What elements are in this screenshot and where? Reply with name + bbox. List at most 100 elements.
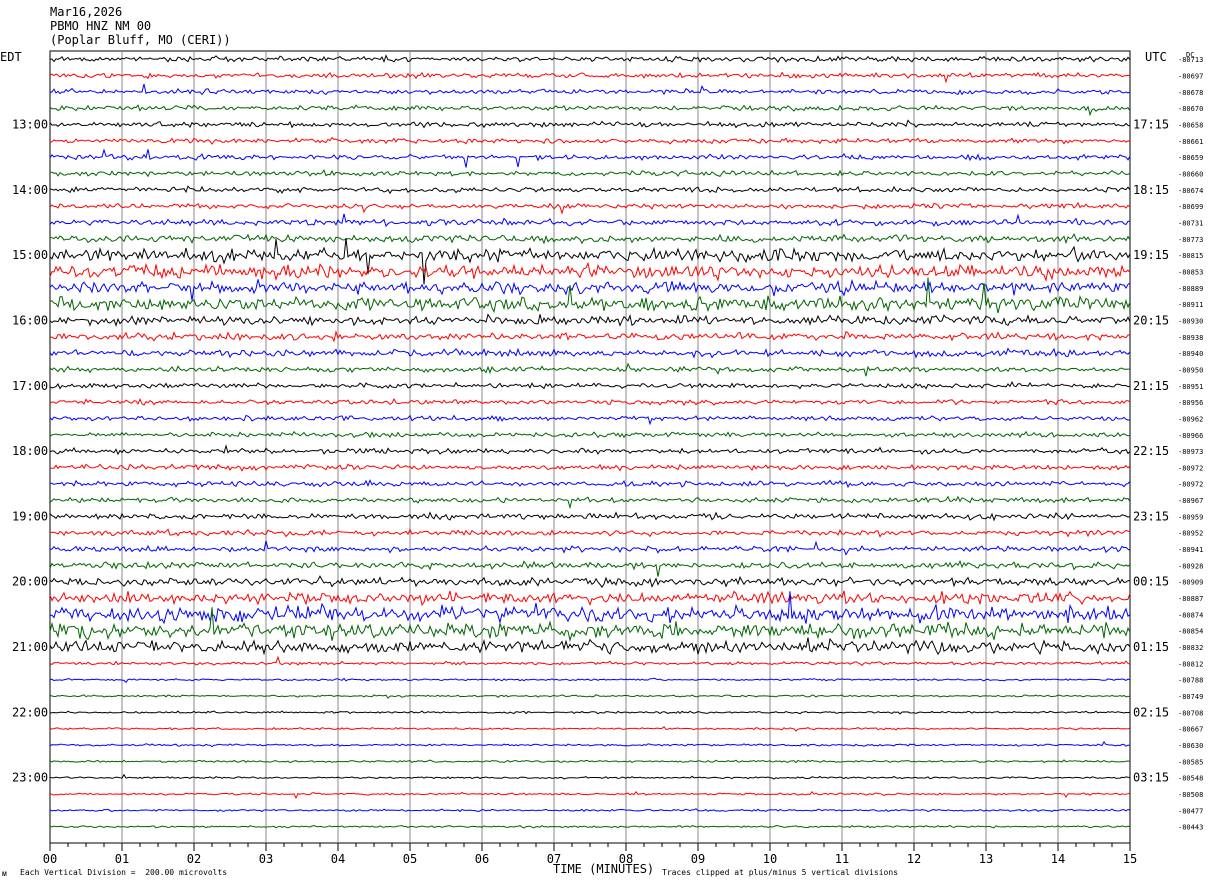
seismic-trace xyxy=(49,591,1131,625)
dc-offset-label: -80812 xyxy=(1178,660,1203,668)
right-timezone-label: UTC xyxy=(1145,50,1167,64)
seismic-trace xyxy=(49,495,1131,510)
utc-hour-label: 18:15 xyxy=(1133,183,1169,197)
dc-offset-label: -80508 xyxy=(1178,791,1203,799)
dc-offset-label: -80661 xyxy=(1178,138,1203,146)
dc-offset-label: -80697 xyxy=(1178,72,1203,80)
utc-hour-label: 03:15 xyxy=(1133,771,1169,785)
seismic-trace xyxy=(49,677,1131,684)
seismic-trace xyxy=(49,136,1131,145)
edt-hour-label: 18:00 xyxy=(12,444,48,458)
left-timezone-label: EDT xyxy=(0,50,22,64)
dc-offset-label: -80887 xyxy=(1178,595,1203,603)
utc-hour-label: 17:15 xyxy=(1133,117,1169,131)
dc-offset-label: -80874 xyxy=(1178,611,1203,619)
seismic-trace xyxy=(49,397,1131,406)
dc-offset-label: -80940 xyxy=(1178,350,1203,358)
seismic-trace xyxy=(49,528,1131,538)
utc-hour-label: 02:15 xyxy=(1133,705,1169,719)
dc-offset-label: -80928 xyxy=(1178,562,1203,570)
dc-offset-label: -80950 xyxy=(1178,366,1203,374)
dc-offset-label: -80941 xyxy=(1178,546,1203,554)
edt-hour-label: 19:00 xyxy=(12,509,48,523)
seismic-trace xyxy=(49,694,1130,699)
dc-offset-label: -80708 xyxy=(1178,709,1203,717)
dc-offset-label: -80815 xyxy=(1178,252,1203,260)
x-tick-label: 08 xyxy=(619,852,633,866)
dc-offset-label: -80788 xyxy=(1178,677,1203,685)
x-tick-label: 07 xyxy=(547,852,561,866)
seismic-trace xyxy=(50,185,1131,195)
edt-hour-label: 21:00 xyxy=(12,640,48,654)
dc-offset-label: -80699 xyxy=(1178,203,1203,211)
dc-offset-label: -80670 xyxy=(1178,105,1203,113)
x-tick-label: 09 xyxy=(691,852,705,866)
x-tick-label: 12 xyxy=(907,852,921,866)
seismic-trace xyxy=(49,213,1130,227)
seismic-trace xyxy=(49,725,1131,732)
x-tick-label: 11 xyxy=(835,852,849,866)
seismic-trace xyxy=(49,362,1131,377)
x-tick-label: 00 xyxy=(43,852,57,866)
edt-hour-label: 17:00 xyxy=(12,379,48,393)
seismic-trace xyxy=(49,232,1131,245)
seismic-trace xyxy=(49,540,1131,556)
seismic-trace xyxy=(49,590,1131,607)
utc-hour-label: 22:15 xyxy=(1133,444,1169,458)
seismic-trace xyxy=(49,790,1131,800)
x-tick-label: 15 xyxy=(1123,852,1137,866)
seismic-trace xyxy=(49,759,1131,764)
dc-offset-label: -80911 xyxy=(1178,301,1203,309)
dc-offset-label: -80956 xyxy=(1178,399,1203,407)
dc-offset-label: -80959 xyxy=(1178,513,1203,521)
seismic-trace xyxy=(49,169,1131,178)
dc-offset-label: -80832 xyxy=(1178,644,1203,652)
seismic-trace xyxy=(49,380,1131,390)
dc-offset-label: -80889 xyxy=(1178,285,1203,293)
x-tick-label: 14 xyxy=(1051,852,1065,866)
dc-offset-label: -80930 xyxy=(1178,317,1203,325)
seismic-trace xyxy=(49,607,1131,643)
seismic-trace xyxy=(49,313,1131,327)
seismic-trace xyxy=(49,278,1131,301)
x-axis-title: TIME (MINUTES) xyxy=(553,862,655,876)
dc-offset-label: -80659 xyxy=(1178,154,1203,162)
seismic-trace xyxy=(49,773,1131,780)
x-tick-label: 02 xyxy=(187,852,201,866)
seismic-trace xyxy=(49,637,1131,656)
seismic-trace xyxy=(49,824,1131,829)
dc-offset-label: -80585 xyxy=(1178,758,1203,766)
dc-offset-label: -80966 xyxy=(1178,432,1203,440)
clip-note: Traces clipped at plus/minus 5 vertical … xyxy=(662,868,899,877)
dc-label: DC xyxy=(1186,51,1195,59)
dc-offset-label: -80660 xyxy=(1178,170,1203,178)
seismic-trace xyxy=(49,54,1131,63)
dc-offset-label: -80973 xyxy=(1178,448,1203,456)
dc-offset-label: -80674 xyxy=(1178,187,1203,195)
dc-offset-label: -80962 xyxy=(1178,415,1203,423)
seismic-trace xyxy=(49,261,1131,283)
edt-hour-label: 16:00 xyxy=(12,313,48,327)
seismic-trace xyxy=(49,511,1131,522)
dc-offset-label: -80731 xyxy=(1178,219,1203,227)
edt-hour-label: 14:00 xyxy=(12,183,48,197)
x-tick-label: 05 xyxy=(403,852,417,866)
dc-offset-label: -80952 xyxy=(1178,530,1203,538)
edt-hour-label: 23:00 xyxy=(12,771,48,785)
seismic-trace xyxy=(49,71,1131,84)
dc-offset-label: -80853 xyxy=(1178,268,1203,276)
dc-offset-label: -80749 xyxy=(1178,693,1203,701)
dc-offset-label: -80967 xyxy=(1178,497,1203,505)
seismic-trace xyxy=(49,463,1131,472)
logo-mark: ᴍ xyxy=(2,869,7,878)
seismic-trace xyxy=(49,329,1131,343)
seismic-trace xyxy=(49,559,1131,577)
utc-hour-label: 01:15 xyxy=(1133,640,1169,654)
station-location: (Poplar Bluff, MO (CERI)) xyxy=(50,33,231,47)
seismic-trace xyxy=(49,478,1131,489)
dc-offset-label: -80938 xyxy=(1178,334,1203,342)
seismic-trace xyxy=(49,238,1131,285)
seismic-trace xyxy=(49,808,1131,813)
seismic-trace xyxy=(49,430,1131,439)
